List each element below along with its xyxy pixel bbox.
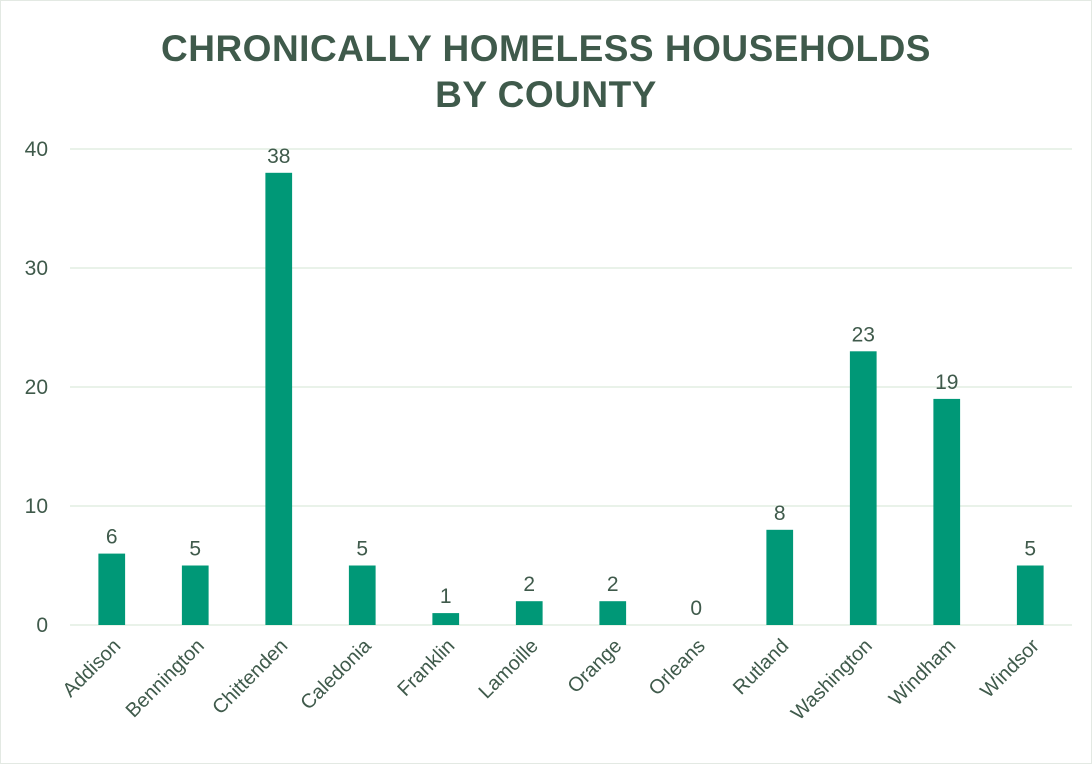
bar-franklin (432, 613, 460, 625)
y-tick-label: 20 (25, 376, 48, 399)
data-label-caledonia: 5 (356, 538, 368, 561)
bar-rutland (766, 529, 794, 625)
data-label-orleans: 0 (690, 597, 702, 620)
x-tick-label-windsor: Windsor (976, 635, 1044, 703)
bar-windsor (1016, 565, 1044, 625)
y-tick-label: 40 (25, 138, 48, 161)
y-axis: 0 10 20 30 40 (25, 138, 48, 637)
data-label-rutland: 8 (774, 502, 786, 525)
x-tick-label-addison: Addison (59, 635, 126, 702)
bar-orange (599, 601, 627, 625)
bar-washington (849, 351, 877, 625)
data-labels: 6 5 38 5 1 2 2 0 8 23 19 5 (106, 145, 1036, 620)
bar-chittenden (265, 172, 293, 626)
bars (98, 172, 1044, 626)
data-label-bennington: 5 (189, 538, 201, 561)
x-tick-label-washington: Washington (787, 635, 877, 725)
y-tick-label: 10 (25, 495, 48, 518)
data-label-lamoille: 2 (523, 573, 535, 596)
x-tick-label-franklin: Franklin (393, 635, 459, 701)
y-tick-label: 30 (25, 257, 48, 280)
bar-caledonia (348, 565, 376, 625)
data-label-windsor: 5 (1024, 538, 1036, 561)
data-label-chittenden: 38 (267, 145, 290, 168)
chart-title: CHRONICALLY HOMELESS HOUSEHOLDS BY COUNT… (161, 28, 931, 115)
data-label-washington: 23 (852, 323, 875, 346)
bar-lamoille (515, 601, 543, 625)
bar-bennington (181, 565, 209, 625)
bar-addison (98, 553, 126, 625)
y-tick-label: 0 (36, 614, 48, 637)
data-label-franklin: 1 (440, 585, 452, 608)
x-tick-label-orange: Orange (564, 635, 627, 698)
gridlines (70, 148, 1072, 626)
x-tick-label-orleans: Orleans (645, 635, 710, 700)
x-tick-label-rutland: Rutland (729, 635, 793, 699)
bar-windham (933, 398, 961, 625)
data-label-windham: 19 (935, 371, 958, 394)
x-tick-label-lamoille: Lamoille (475, 635, 543, 703)
x-tick-label-windham: Windham (885, 635, 960, 710)
data-label-addison: 6 (106, 526, 118, 549)
x-tick-label-bennington: Bennington (122, 635, 209, 722)
x-tick-label-chittenden: Chittenden (208, 635, 292, 719)
data-label-orange: 2 (607, 573, 619, 596)
x-tick-label-caledonia: Caledonia (297, 634, 377, 714)
